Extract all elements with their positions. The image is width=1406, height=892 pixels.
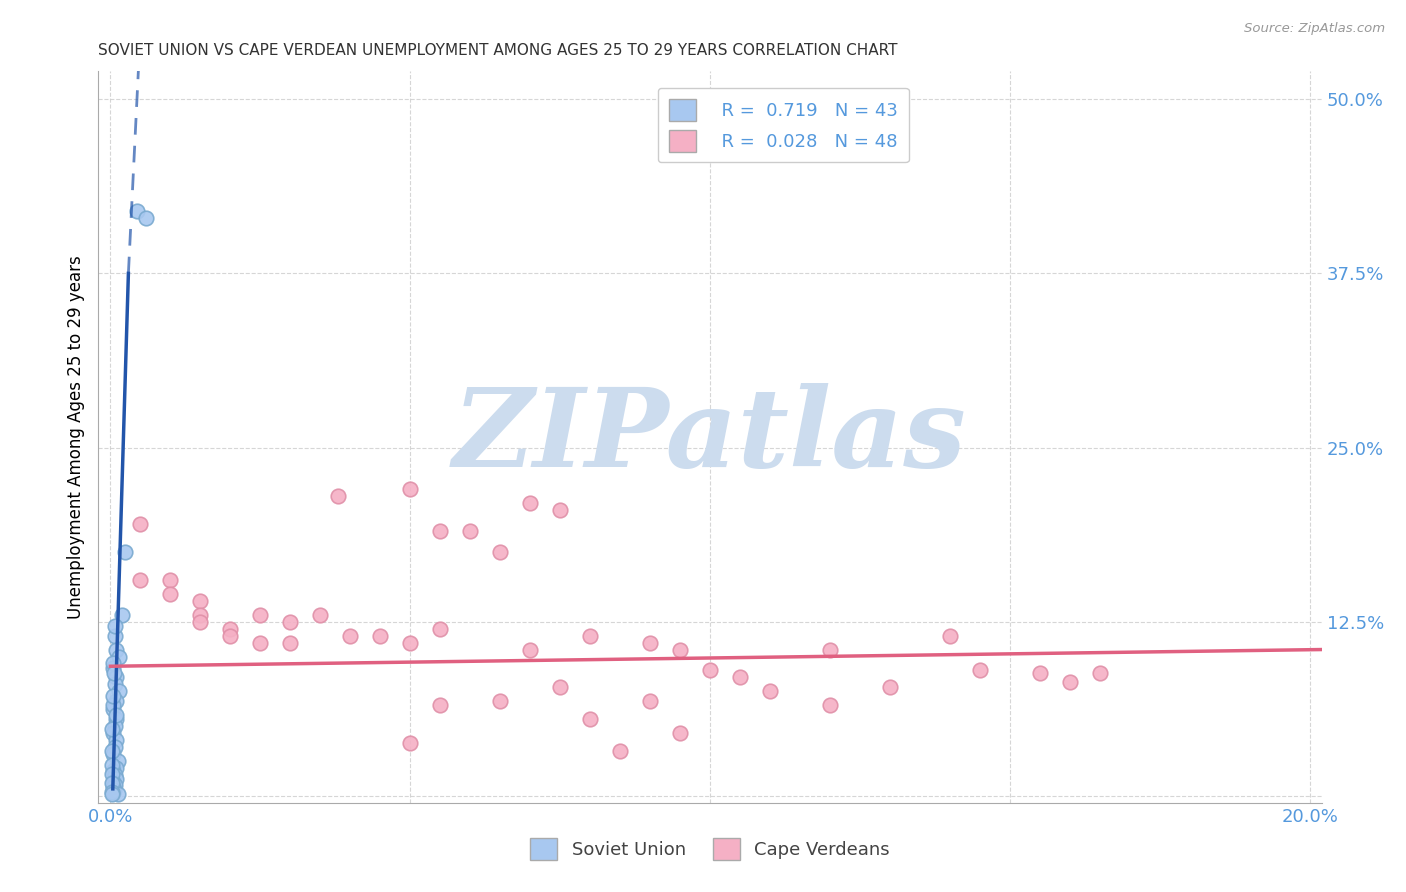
Text: SOVIET UNION VS CAPE VERDEAN UNEMPLOYMENT AMONG AGES 25 TO 29 YEARS CORRELATION : SOVIET UNION VS CAPE VERDEAN UNEMPLOYMEN… — [98, 43, 898, 58]
Point — [104, 619, 127, 633]
Point — [103, 726, 125, 740]
Point — [278, 635, 301, 649]
Point — [135, 211, 157, 225]
Point — [103, 747, 125, 761]
Point — [489, 545, 512, 559]
Point — [188, 615, 211, 629]
Point — [105, 708, 128, 723]
Point — [519, 496, 541, 510]
Text: Source: ZipAtlas.com: Source: ZipAtlas.com — [1244, 22, 1385, 36]
Point — [339, 629, 361, 643]
Point — [638, 635, 661, 649]
Point — [108, 684, 131, 698]
Point — [101, 785, 124, 799]
Point — [579, 712, 602, 726]
Point — [429, 698, 451, 713]
Point — [579, 629, 602, 643]
Point — [105, 642, 128, 657]
Text: ZIPatlas: ZIPatlas — [453, 384, 967, 491]
Point — [103, 698, 125, 713]
Point — [129, 517, 152, 532]
Point — [105, 761, 128, 775]
Point — [127, 203, 149, 218]
Point — [107, 788, 129, 802]
Point — [105, 772, 128, 786]
Point — [108, 649, 131, 664]
Point — [101, 744, 124, 758]
Point — [103, 702, 125, 716]
Point — [548, 503, 571, 517]
Point — [399, 483, 422, 497]
Point — [1059, 674, 1081, 689]
Point — [188, 607, 211, 622]
Point — [111, 607, 134, 622]
Point — [818, 642, 841, 657]
Point — [429, 524, 451, 538]
Point — [249, 635, 271, 649]
Point — [548, 680, 571, 694]
Point — [249, 607, 271, 622]
Point — [104, 719, 127, 733]
Point — [101, 780, 124, 795]
Point — [101, 766, 124, 780]
Point — [399, 736, 422, 750]
Y-axis label: Unemployment Among Ages 25 to 29 years: Unemployment Among Ages 25 to 29 years — [66, 255, 84, 619]
Point — [103, 783, 125, 797]
Point — [159, 573, 181, 587]
Point — [818, 698, 841, 713]
Point — [105, 670, 128, 684]
Point — [458, 524, 481, 538]
Point — [104, 768, 127, 782]
Point — [328, 489, 350, 503]
Point — [101, 689, 124, 703]
Point — [101, 722, 124, 736]
Point — [105, 733, 128, 747]
Point — [159, 587, 181, 601]
Point — [728, 670, 751, 684]
Point — [1029, 666, 1052, 681]
Point — [107, 754, 129, 768]
Point — [699, 664, 721, 678]
Point — [759, 684, 782, 698]
Point — [309, 607, 332, 622]
Point — [101, 788, 124, 802]
Point — [939, 629, 962, 643]
Point — [879, 680, 901, 694]
Point — [103, 660, 125, 674]
Point — [103, 764, 125, 778]
Point — [219, 629, 242, 643]
Point — [278, 615, 301, 629]
Point — [399, 635, 422, 649]
Point — [638, 694, 661, 708]
Point — [104, 778, 127, 792]
Point — [103, 775, 125, 789]
Point — [103, 666, 125, 681]
Point — [188, 594, 211, 608]
Point — [104, 629, 127, 643]
Legend: Soviet Union, Cape Verdeans: Soviet Union, Cape Verdeans — [523, 830, 897, 867]
Point — [104, 677, 127, 691]
Point — [104, 740, 127, 755]
Point — [101, 776, 124, 790]
Point — [129, 573, 152, 587]
Point — [609, 744, 631, 758]
Point — [105, 712, 128, 726]
Point — [101, 786, 124, 800]
Point — [429, 622, 451, 636]
Point — [101, 758, 124, 772]
Point — [969, 664, 991, 678]
Point — [101, 657, 124, 671]
Point — [1088, 666, 1111, 681]
Point — [489, 694, 512, 708]
Point — [519, 642, 541, 657]
Point — [669, 726, 692, 740]
Point — [114, 545, 136, 559]
Point — [368, 629, 391, 643]
Point — [219, 622, 242, 636]
Point — [669, 642, 692, 657]
Point — [105, 694, 128, 708]
